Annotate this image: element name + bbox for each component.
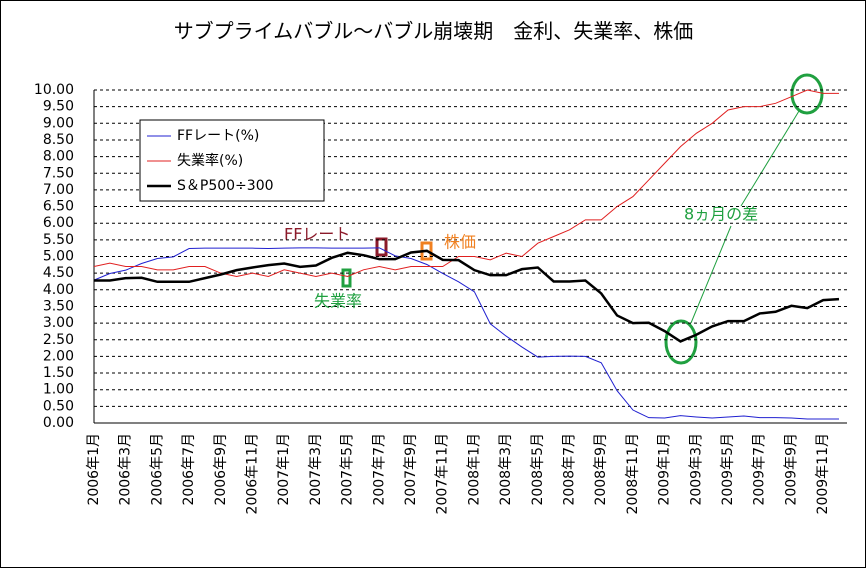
series-line [94, 249, 840, 343]
x-tick-label: 2008年5月 [530, 433, 546, 506]
y-tick-label: 10.00 [34, 82, 74, 98]
annotation: FFレート [284, 225, 350, 244]
x-tick-label: 2008年3月 [498, 433, 514, 506]
x-tick-label: 2006年1月 [86, 433, 102, 506]
annotation: 失業率 [314, 292, 362, 311]
chart-title: サブプライムバブル～バブル崩壊期 金利、失業率、株価 [173, 19, 694, 43]
x-tick-label: 2009年11月 [815, 433, 831, 514]
y-tick-label: 3.00 [43, 315, 74, 331]
x-tick-label: 2007年7月 [371, 433, 387, 506]
x-tick-label: 2006年9月 [213, 433, 229, 506]
x-tick-label: 2007年3月 [308, 433, 324, 506]
y-tick-label: 3.50 [43, 298, 74, 314]
y-tick-label: 7.00 [43, 182, 74, 198]
y-tick-label: 8.00 [43, 149, 74, 165]
x-tick-label: 2007年11月 [435, 433, 451, 514]
y-tick-label: 1.00 [43, 382, 74, 398]
legend-label: FFレート(%) [177, 128, 259, 144]
x-tick-label: 2008年1月 [466, 433, 482, 506]
x-tick-label: 2009年5月 [720, 433, 736, 506]
y-tick-label: 8.50 [43, 132, 74, 148]
series-line [93, 89, 839, 278]
y-tick-label: 7.50 [43, 165, 74, 181]
x-tick-label: 2006年11月 [245, 433, 261, 514]
x-tick-label: 2007年9月 [403, 433, 419, 506]
x-tick-label: 2009年7月 [752, 433, 768, 506]
legend-label: S＆P500÷300 [177, 178, 274, 194]
x-tick-label: 2008年7月 [562, 433, 578, 506]
y-tick-label: 0.00 [43, 415, 74, 431]
y-tick-label: 4.00 [43, 282, 74, 298]
x-tick-label: 2008年9月 [593, 433, 609, 506]
x-tick-label: 2009年3月 [688, 433, 704, 506]
annotation: 株価 [444, 233, 476, 252]
annotation: 8ヵ月の差 [684, 205, 758, 224]
x-tick-label: 2007年1月 [276, 433, 292, 506]
highlight-circle [664, 319, 698, 365]
legend: FFレート(%) 失業率(%) S＆P500÷300 [139, 119, 325, 202]
series-line [93, 247, 839, 420]
x-tick-label: 2006年3月 [118, 433, 134, 506]
x-tick-label: 2006年5月 [149, 433, 165, 506]
x-tick-label: 2008年11月 [625, 433, 641, 514]
y-tick-label: 5.00 [43, 249, 74, 265]
y-tick-label: 9.00 [43, 115, 74, 131]
x-tick-label: 2009年1月 [657, 433, 673, 506]
highlight-circle [790, 73, 824, 115]
ff-marker [375, 237, 388, 257]
y-tick-label: 6.00 [43, 215, 74, 231]
y-tick-label: 4.50 [43, 265, 74, 281]
y-tick-label: 9.50 [43, 99, 74, 115]
unemp-marker [341, 268, 352, 288]
y-tick-label: 5.50 [43, 232, 74, 248]
connector [740, 110, 800, 207]
y-tick-label: 2.00 [43, 348, 74, 364]
y-tick-label: 6.50 [43, 199, 74, 215]
connector [690, 225, 732, 324]
y-tick-label: 0.50 [43, 398, 74, 414]
x-tick-label: 2006年7月 [181, 433, 197, 506]
x-tick-label: 2007年5月 [340, 433, 356, 506]
x-tick-label: 2009年9月 [783, 433, 799, 506]
y-tick-label: 2.50 [43, 332, 74, 348]
y-tick-label: 1.50 [43, 365, 74, 381]
legend-label: 失業率(%) [177, 152, 243, 169]
